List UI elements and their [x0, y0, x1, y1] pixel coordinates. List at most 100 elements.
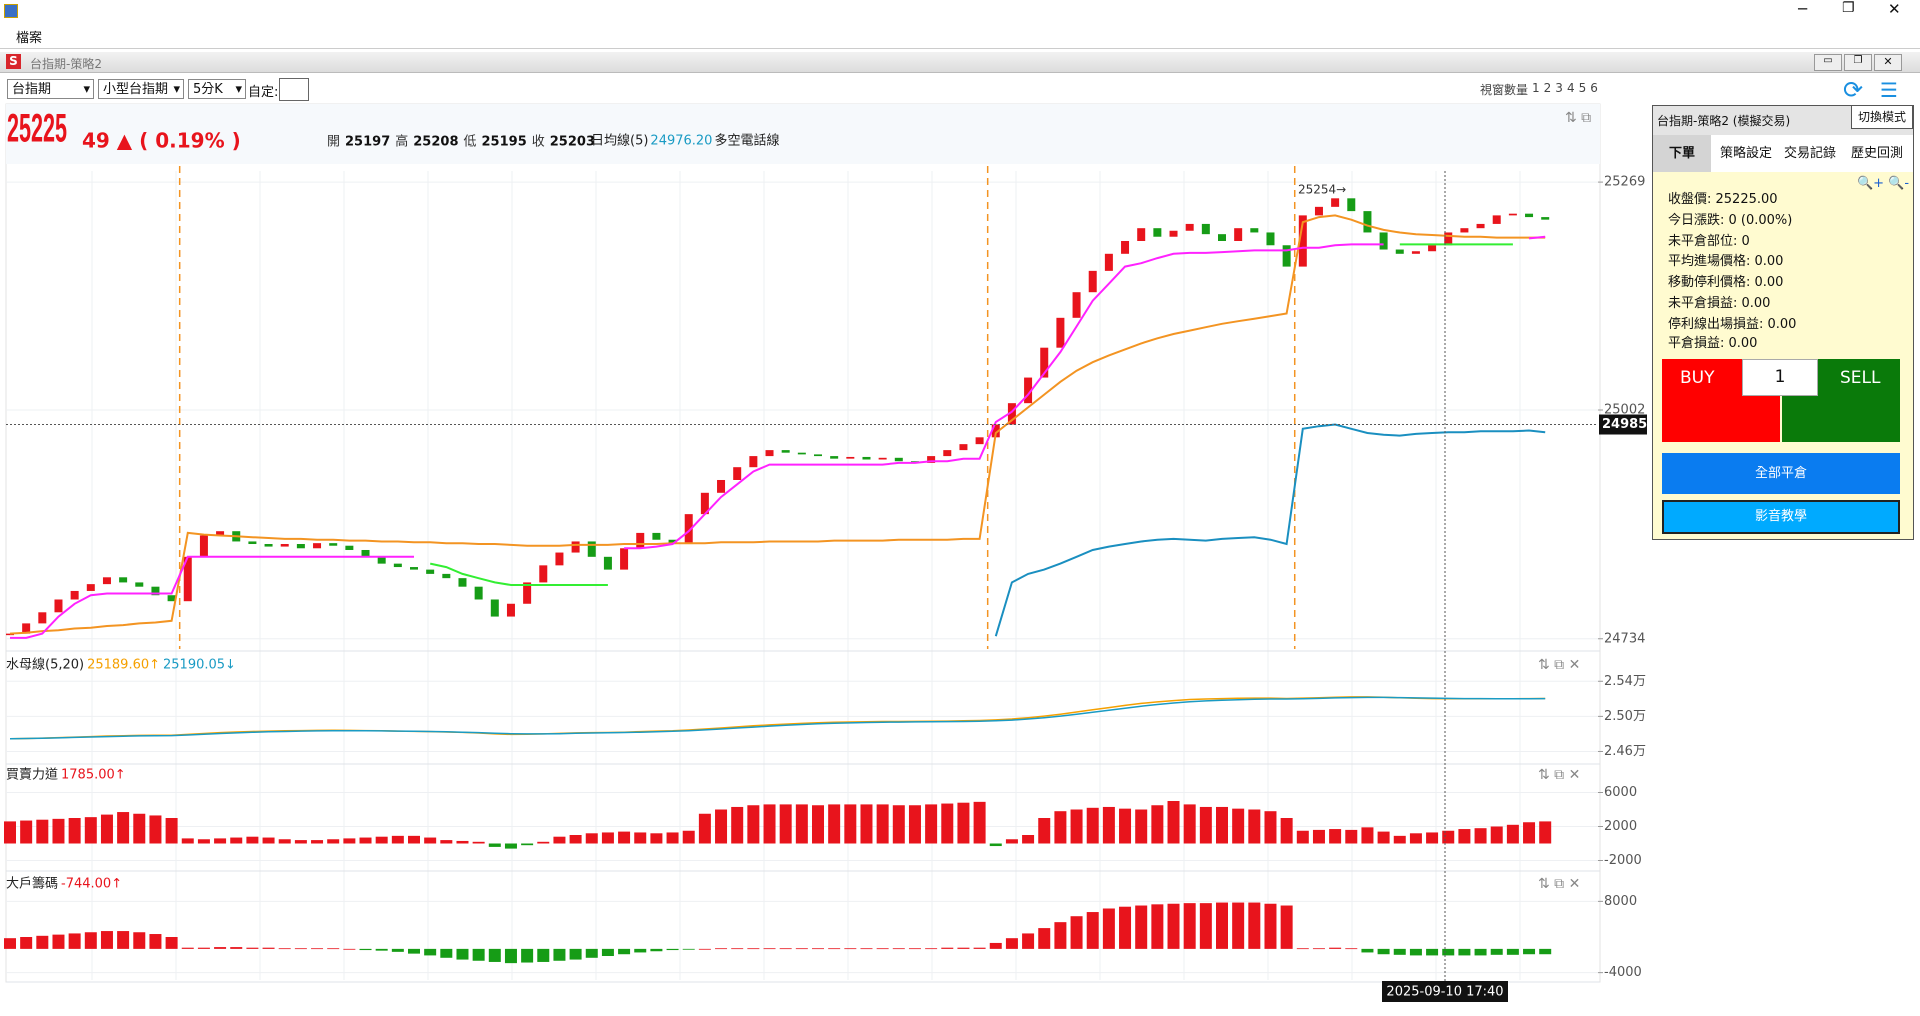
child-min[interactable]: ▭	[1814, 54, 1842, 71]
candle	[830, 456, 839, 459]
bar	[1264, 903, 1277, 949]
bar	[618, 948, 631, 955]
bar	[1490, 948, 1503, 955]
close-all-button[interactable]: 全部平倉	[1662, 453, 1900, 494]
bar	[666, 948, 679, 951]
ohlc: 開	[327, 135, 340, 150]
bar	[1135, 809, 1148, 844]
bar	[585, 948, 598, 958]
child-title: 台指期-策略2	[30, 57, 102, 71]
candle	[1137, 228, 1146, 241]
ohlc: 25203	[550, 135, 595, 150]
user-icon[interactable]: ☰	[1880, 78, 1898, 102]
candle	[54, 599, 63, 613]
candle	[135, 582, 144, 587]
candle	[458, 578, 467, 587]
bar	[278, 839, 291, 844]
chart-tools[interactable]: ⇅ ⧉	[1565, 110, 1591, 126]
candle	[555, 552, 564, 566]
bar	[181, 838, 194, 844]
candle	[684, 514, 693, 545]
candle	[1492, 215, 1501, 224]
candle	[1460, 228, 1469, 233]
child-title-bar: S 台指期-策略2 ▭ ❐ ✕	[0, 52, 1920, 73]
qty-input[interactable]: 1	[1742, 359, 1818, 396]
panel-title: 台指期-策略2 (模擬交易)	[1657, 114, 1791, 128]
ma-text: 多空電話線	[714, 133, 779, 149]
close[interactable]: ✕	[1888, 0, 1901, 18]
tab[interactable]: 交易記錄	[1783, 146, 1836, 161]
bar	[1506, 948, 1519, 955]
bar	[1345, 948, 1358, 950]
candle	[1266, 232, 1275, 246]
candle	[1040, 347, 1049, 378]
switch-mode[interactable]: 切換模式	[1851, 105, 1913, 129]
panel-tools[interactable]: ⇅ ⧉ ✕	[1538, 767, 1580, 783]
tab[interactable]: 下單	[1653, 135, 1711, 172]
bar	[230, 947, 243, 949]
window-count-option[interactable]: 6	[1590, 81, 1598, 95]
bar	[424, 837, 437, 844]
panel-tools[interactable]: ⇅ ⧉ ✕	[1538, 657, 1580, 673]
candle	[878, 457, 887, 460]
period-select[interactable]: 5分K	[188, 79, 246, 100]
custom-label: 自定:	[248, 85, 279, 100]
candle	[151, 586, 160, 596]
bar	[391, 835, 404, 844]
bar	[1167, 801, 1180, 844]
custom-input[interactable]	[279, 78, 309, 101]
window-count-option[interactable]: 1	[1532, 81, 1540, 95]
maximize[interactable]: ❐	[1842, 0, 1855, 16]
candle	[700, 492, 709, 515]
candle	[377, 556, 386, 564]
bar	[876, 948, 889, 950]
bar	[311, 948, 324, 950]
info-line: 今日漲跌: 0 (0.00%)	[1668, 213, 1793, 228]
candle	[361, 549, 370, 557]
bar	[1102, 806, 1115, 844]
ohlc: 收	[532, 135, 545, 150]
bar	[553, 836, 566, 844]
tutorial-button[interactable]: 影音教學	[1662, 500, 1900, 534]
bar	[1426, 948, 1439, 956]
candle	[539, 565, 548, 583]
candle	[1234, 228, 1243, 241]
window-count-option[interactable]: 5	[1578, 81, 1587, 95]
window-count-option[interactable]: 2	[1543, 81, 1552, 95]
bar	[585, 833, 598, 844]
candle	[102, 577, 111, 585]
candle	[167, 595, 176, 602]
tab[interactable]: 歷史回測	[1850, 146, 1903, 161]
bar	[1183, 903, 1196, 949]
bar	[456, 948, 469, 960]
child-restore[interactable]: ❐	[1844, 54, 1872, 71]
menu-item[interactable]: 檔案	[16, 31, 43, 46]
y-tick-label: 2.50万	[1604, 709, 1646, 724]
bar	[1409, 948, 1422, 956]
product-select[interactable]: 小型台指期	[98, 79, 184, 100]
y-tick-label: 24734	[1604, 631, 1645, 646]
bar	[1393, 948, 1406, 955]
symbol-select[interactable]: 台指期	[7, 79, 94, 100]
bar	[763, 948, 776, 950]
candle	[1072, 292, 1081, 318]
bar	[488, 948, 501, 962]
series-line	[994, 423, 1546, 637]
candle	[345, 545, 354, 550]
tab[interactable]: 策略設定	[1719, 146, 1772, 161]
refresh-icon[interactable]: ⟳	[1843, 76, 1864, 104]
bar	[989, 843, 1002, 847]
zoom-icons[interactable]: 🔍+ 🔍-	[1857, 176, 1910, 191]
bar	[472, 948, 485, 961]
candle	[1024, 377, 1033, 404]
minimize[interactable]: ─	[1798, 0, 1808, 18]
bar	[1199, 903, 1212, 949]
child-close[interactable]: ✕	[1874, 54, 1902, 71]
window-count-option[interactable]: 4	[1566, 81, 1575, 95]
bar	[197, 947, 210, 949]
candle	[329, 543, 338, 546]
candle	[1298, 215, 1307, 267]
panel-tools[interactable]: ⇅ ⧉ ✕	[1538, 876, 1580, 892]
window-count-option[interactable]: 3	[1555, 81, 1563, 95]
bar	[1151, 904, 1164, 949]
